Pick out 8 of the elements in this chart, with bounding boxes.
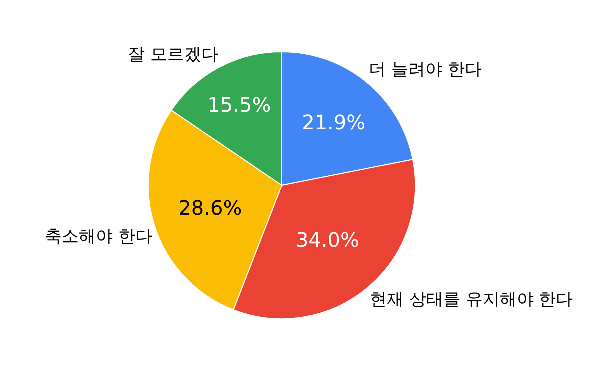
data-label: 15.5% <box>208 93 272 118</box>
slice-label: 현재 상태를 유지해야 한다 <box>370 290 574 310</box>
data-label: 28.6% <box>178 196 242 220</box>
data-label: 34.0% <box>296 228 360 252</box>
data-label: 21.9% <box>302 110 366 134</box>
slice-label: 더 늘려야 한다 <box>369 60 482 80</box>
slice-label: 축소해야 한다 <box>45 227 152 247</box>
slice-label: 잘 모르겠다 <box>128 45 218 65</box>
